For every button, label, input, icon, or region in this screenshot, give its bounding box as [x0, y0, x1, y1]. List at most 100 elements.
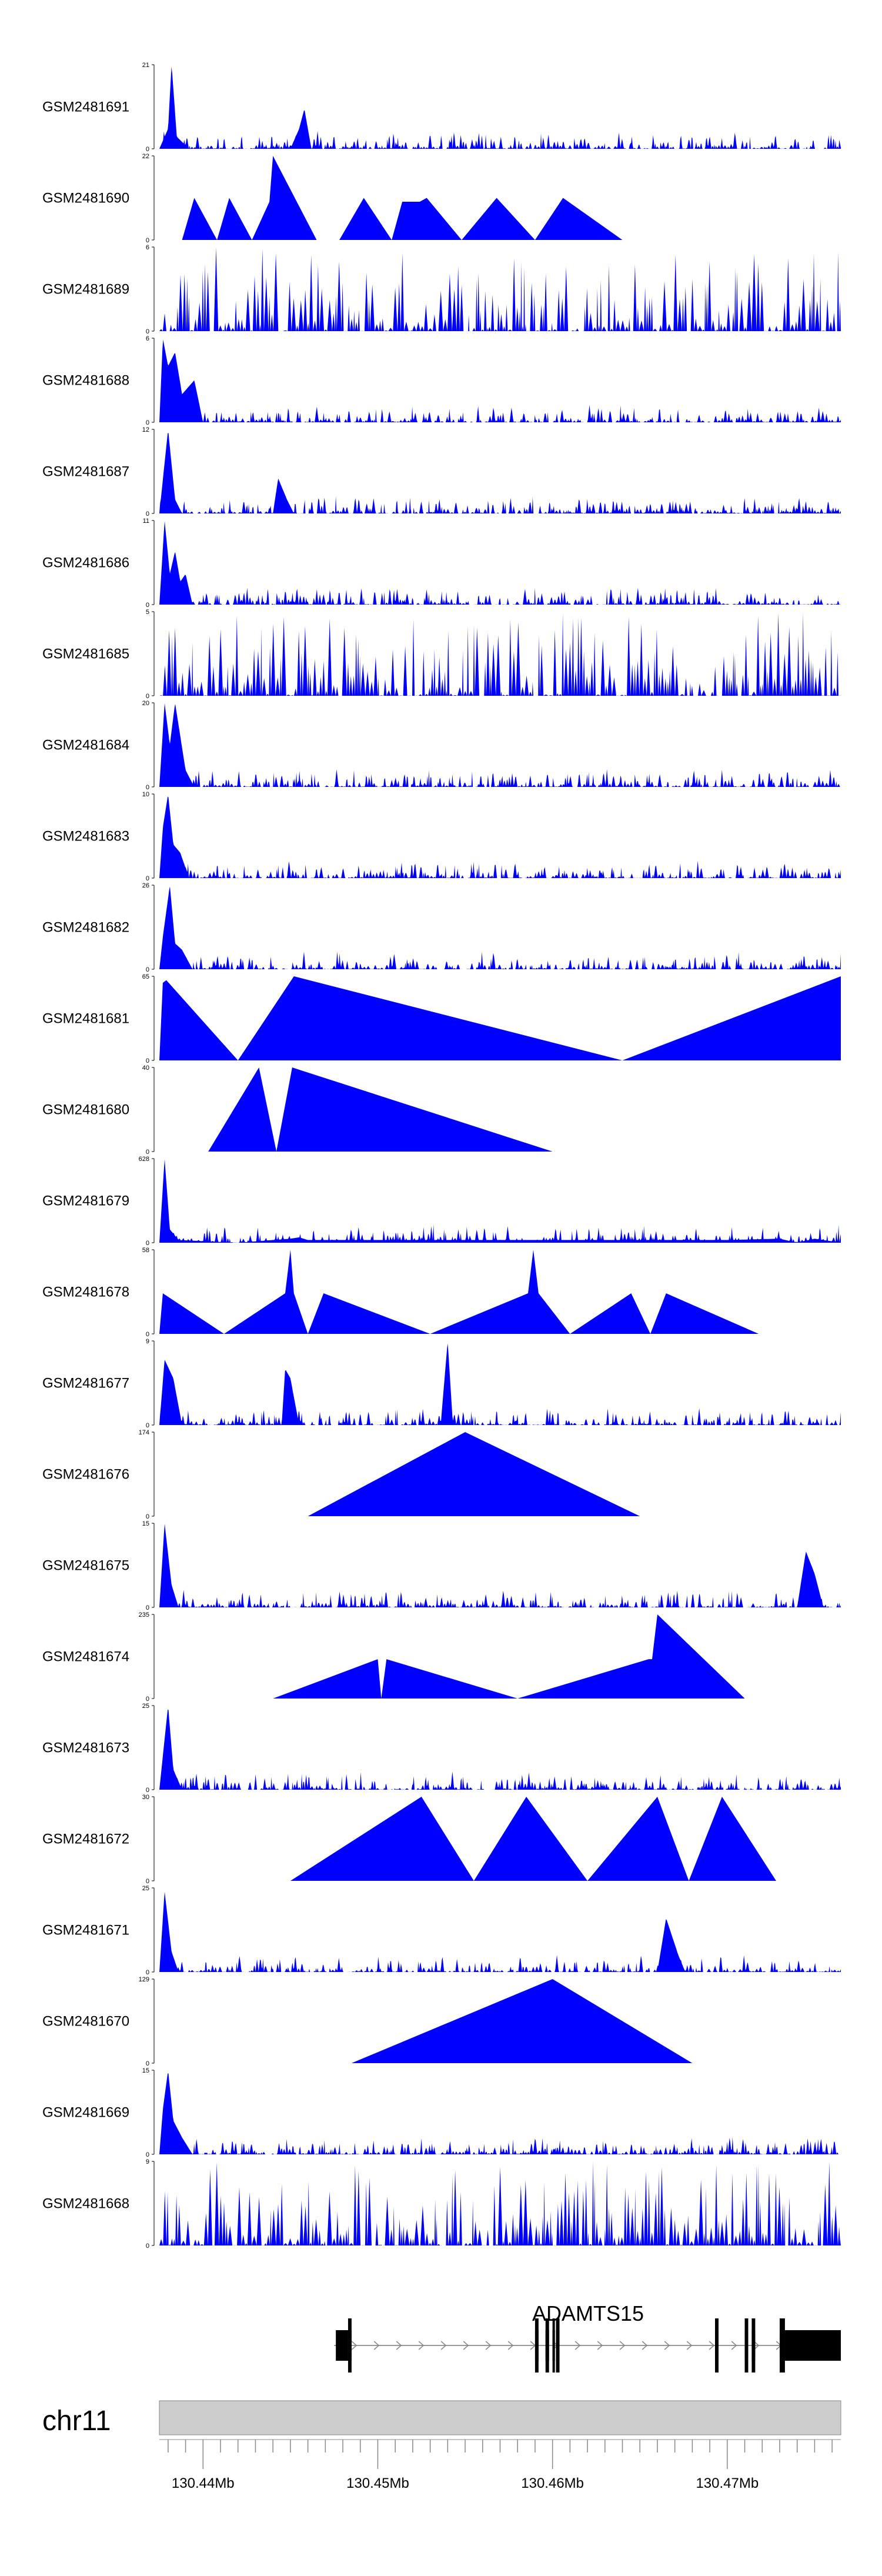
track-GSM2481671: GSM2481671 25 0: [42, 1885, 841, 1976]
track-label: GSM2481669: [42, 2105, 129, 2121]
coding-exon: [715, 2318, 719, 2373]
track-label: GSM2481668: [42, 2196, 129, 2212]
exon: [784, 2330, 841, 2361]
strand-chevron: [709, 2341, 715, 2350]
coverage-area: [159, 521, 841, 605]
chromosome-label: chr11: [42, 2405, 111, 2437]
coverage-area: [159, 2161, 841, 2245]
coding-exon: [556, 2318, 560, 2373]
track-GSM2481690: GSM2481690 22 0: [42, 153, 841, 244]
track-GSM2481675: GSM2481675 15 0: [42, 1520, 841, 1611]
exon: [336, 2330, 348, 2361]
coverage-area: [159, 1250, 841, 1334]
track-label: GSM2481681: [42, 1011, 129, 1027]
track-label: GSM2481671: [42, 1923, 129, 1938]
coding-exon: [348, 2318, 352, 2373]
track-GSM2481682: GSM2481682 26 0: [42, 882, 841, 973]
y-max-label: 129: [139, 1976, 149, 1983]
track-GSM2481679: GSM2481679 628 0: [42, 1156, 841, 1247]
y-min-label: 0: [146, 1240, 149, 1247]
y-min-label: 0: [146, 1696, 149, 1703]
track-label: GSM2481687: [42, 464, 129, 480]
coverage-area: [159, 1432, 841, 1516]
strand-chevron: [664, 2341, 670, 2350]
chromosome-ideogram: chr11: [42, 2400, 841, 2437]
track-label: GSM2481682: [42, 920, 129, 936]
gene-track: ADAMTS15: [334, 2301, 841, 2373]
strand-chevron: [731, 2341, 737, 2350]
y-max-label: 6: [146, 244, 149, 251]
track-label: GSM2481677: [42, 1376, 129, 1392]
x-tick-label: 130.46Mb: [521, 2475, 584, 2491]
y-min-label: 0: [146, 510, 149, 518]
strand-chevron: [396, 2341, 402, 2350]
y-min-label: 0: [146, 1149, 149, 1156]
y-min-label: 0: [146, 1331, 149, 1338]
strand-chevron: [574, 2341, 581, 2350]
y-max-label: 65: [142, 973, 149, 980]
coverage-tracks: GSM2481691210GSM2481690220GSM248168960GS…: [42, 62, 841, 2250]
track-label: GSM2481675: [42, 1558, 129, 1574]
track-GSM2481683: GSM2481683 10 0: [42, 791, 841, 882]
coding-exon: [534, 2318, 539, 2373]
track-label: GSM2481679: [42, 1193, 129, 1209]
y-max-label: 628: [139, 1156, 149, 1163]
y-max-label: 40: [142, 1065, 149, 1072]
track-GSM2481688: GSM2481688 6 0: [42, 335, 841, 426]
track-label: GSM2481688: [42, 373, 129, 389]
y-min-label: 0: [146, 237, 149, 244]
y-max-label: 11: [143, 518, 149, 525]
track-label: GSM2481673: [42, 1740, 129, 1756]
y-min-label: 0: [146, 875, 149, 882]
genome-axis: 130.44Mb 130.45Mb 130.46Mb 130.47Mb: [159, 2439, 841, 2491]
y-max-label: 235: [139, 1611, 149, 1619]
track-GSM2481674: GSM2481674 235 0: [42, 1611, 841, 1703]
track-label: GSM2481689: [42, 282, 129, 298]
strand-chevron: [373, 2341, 380, 2350]
strand-chevron: [463, 2341, 469, 2350]
y-min-label: 0: [146, 784, 149, 791]
y-max-label: 25: [142, 1885, 149, 1892]
y-max-label: 30: [142, 1794, 149, 1801]
y-min-label: 0: [146, 1787, 149, 1794]
coverage-area: [159, 886, 841, 969]
y-min-label: 0: [146, 2243, 149, 2250]
track-GSM2481672: GSM2481672 30 0: [42, 1794, 841, 1885]
strand-chevron: [507, 2341, 514, 2350]
strand-chevron: [351, 2341, 358, 2350]
x-tick-label: 130.47Mb: [696, 2475, 759, 2491]
track-GSM2481678: GSM2481678 58 0: [42, 1247, 841, 1338]
y-min-label: 0: [146, 1057, 149, 1065]
coverage-area: [159, 66, 841, 149]
track-GSM2481687: GSM2481687 12 0: [42, 426, 841, 518]
y-max-label: 5: [146, 609, 149, 616]
track-label: GSM2481672: [42, 1831, 129, 1847]
track-GSM2481673: GSM2481673 25 0: [42, 1703, 841, 1794]
y-min-label: 0: [146, 2060, 149, 2067]
y-min-label: 0: [146, 602, 149, 609]
track-GSM2481684: GSM2481684 20 0: [42, 700, 841, 791]
x-tick-label: 130.44Mb: [172, 2475, 235, 2491]
y-min-label: 0: [146, 328, 149, 335]
track-label: GSM2481674: [42, 1649, 129, 1665]
coverage-area: [159, 433, 841, 513]
track-label: GSM2481690: [42, 191, 129, 206]
coverage-area: [159, 976, 841, 1060]
coverage-area: [159, 1343, 841, 1425]
track-GSM2481677: GSM2481677 9 0: [42, 1338, 841, 1429]
coverage-area: [159, 156, 841, 240]
track-label: GSM2481686: [42, 555, 129, 571]
coverage-area: [159, 703, 841, 787]
coverage-area: [159, 612, 841, 696]
track-label: GSM2481678: [42, 1284, 129, 1300]
coverage-area: [159, 796, 841, 878]
coverage-area: [159, 2073, 841, 2154]
coverage-area: [159, 1067, 841, 1152]
track-GSM2481689: GSM2481689 6 0: [42, 244, 841, 335]
y-min-label: 0: [146, 1513, 149, 1520]
track-GSM2481676: GSM2481676 174 0: [42, 1429, 841, 1520]
y-min-label: 0: [146, 419, 149, 426]
y-min-label: 0: [146, 1604, 149, 1611]
track-GSM2481669: GSM2481669 15 0: [42, 2067, 841, 2158]
